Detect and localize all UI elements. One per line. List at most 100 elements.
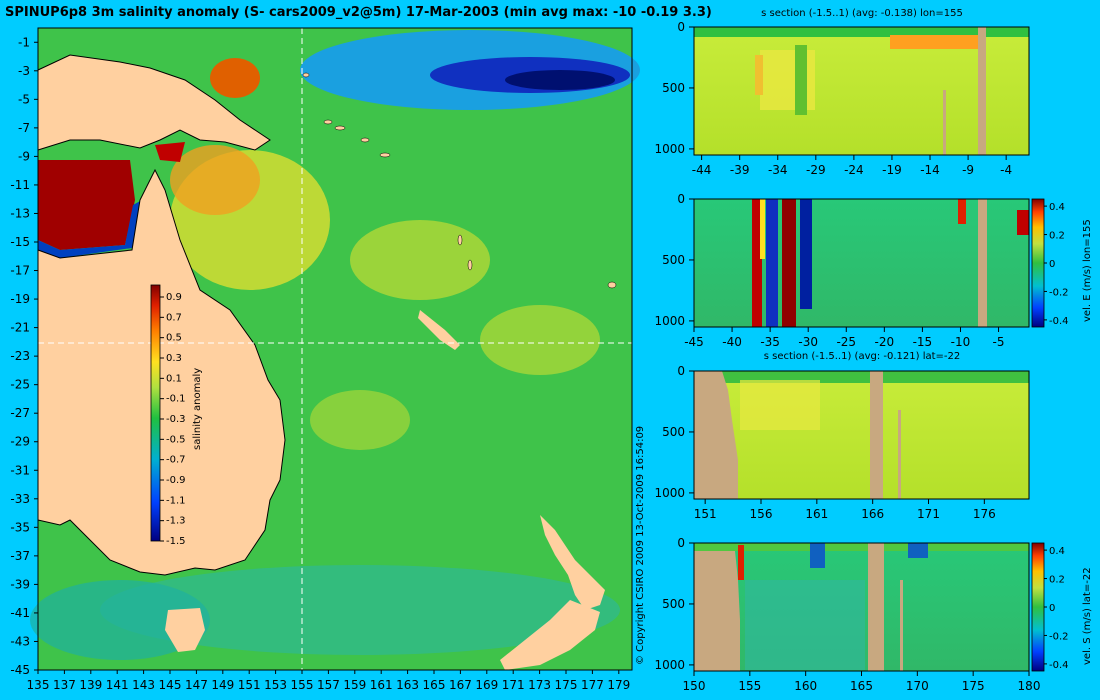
panel-x-tick-label: -44	[692, 163, 712, 177]
map-frame	[37, 27, 633, 671]
panel-y-tick-label: 500	[662, 425, 685, 439]
map-lat-tick-label: -9	[18, 149, 30, 163]
map-lon-tick-label: 135	[27, 678, 50, 692]
panel-1-y-ticks: 0 500 1000	[654, 20, 694, 156]
map-lat-tick-label: -25	[10, 378, 30, 392]
panel-y-tick-label: 0	[677, 364, 685, 378]
panel-3-frame	[693, 370, 1030, 500]
panel-x-tick-label: -9	[962, 163, 974, 177]
map-lon-tick-label: 155	[291, 678, 314, 692]
panel-2-y-ticks: 0 500 1000	[654, 192, 694, 328]
map-islands	[302, 72, 617, 289]
map-lon-tick-label: 163	[396, 678, 419, 692]
panel-4-red-jet	[738, 545, 744, 580]
map-lat-ticks: -1 -3 -5 -7 -9 -11 -13 -15 -17 -19 -21 -23 -25 -27 -29…	[10, 35, 38, 677]
map-lat-tick-label: -39	[10, 577, 30, 591]
map-land-new-guinea	[38, 55, 270, 150]
map-coastlines	[37, 54, 286, 576]
panel-4-y-ticks: 0 500 1000	[654, 536, 694, 672]
panel-2-field	[694, 199, 1029, 327]
map-colorbar-tick-label: 0.3	[166, 353, 182, 364]
map-colorbar-ticks: 0.9 0.7 0.5 0.3 0.1 -0.1 -0.3 -0.5 -0.7 -0.9 -1.1 -…	[160, 292, 186, 547]
panel-4-blue-patch-2	[908, 543, 928, 558]
map-lon-tick-label: 149	[211, 678, 234, 692]
map-colorbar-tick-label: 0.7	[166, 312, 182, 323]
panel-x-tick-label: -35	[760, 335, 780, 349]
panel-colorbar-tick-label: -0.4	[1049, 660, 1069, 671]
panel-x-tick-label: -10	[951, 335, 971, 349]
panel-x-tick-label: 165	[850, 679, 873, 693]
panel-4-surface-green	[694, 543, 1029, 551]
panel-x-tick-label: -40	[722, 335, 742, 349]
map-lat-tick-label: -15	[10, 235, 30, 249]
map-lat-tick-label: -5	[18, 92, 30, 106]
panel-x-tick-label: 150	[683, 679, 706, 693]
map-lat-tick-label: -29	[10, 435, 30, 449]
panel-2-red-jet-1	[752, 199, 762, 327]
map-lat-tick-label: -27	[10, 406, 30, 420]
panel-y-tick-label: 500	[662, 597, 685, 611]
map-colorbar-tick-label: -0.9	[166, 475, 186, 486]
panel-3-land-column	[870, 371, 883, 499]
panel-colorbar-tick-label: 0	[1049, 259, 1055, 270]
panel-x-tick-label: 160	[794, 679, 817, 693]
map-fresh-core-north-2	[505, 70, 615, 90]
panel-3-land-shelf	[694, 371, 738, 499]
panel-x-tick-label: 175	[962, 679, 985, 693]
panel-x-tick-label: -20	[875, 335, 895, 349]
panel-x-tick-label: 176	[973, 507, 996, 521]
map-sw-band	[30, 580, 210, 660]
panel-x-tick-label: -4	[1000, 163, 1012, 177]
map-east-yellow	[350, 220, 490, 300]
map-north-orange	[210, 58, 260, 98]
map-lat-tick-label: -7	[18, 121, 30, 135]
panel-colorbar-tick-label: -0.4	[1049, 316, 1069, 327]
panel-1-orange-patch	[890, 35, 980, 49]
map-lat-tick-label: -37	[10, 549, 30, 563]
map-tasman-cool	[100, 565, 620, 655]
map-lat-tick-label: -45	[10, 663, 30, 677]
panel-2-blue-jet-2	[800, 199, 812, 309]
panel-x-tick-label: -34	[768, 163, 788, 177]
map-lon-tick-label: 177	[581, 678, 604, 692]
map-lat-tick-label: -43	[10, 634, 30, 648]
map-lon-tick-label: 157	[317, 678, 340, 692]
panel-x-tick-label: -30	[798, 335, 818, 349]
panel-x-tick-label: 170	[906, 679, 929, 693]
map-lon-tick-label: 137	[53, 678, 76, 692]
map-torres-orange	[155, 142, 185, 162]
panel-y-tick-label: 0	[677, 20, 685, 34]
map-colorbar-tick-label: 0.1	[166, 373, 182, 384]
panel-x-tick-label: -39	[730, 163, 750, 177]
panel-x-tick-label: -29	[806, 163, 826, 177]
copyright-note: © Copyright CSIRO 2009 13-Oct-2009 16:54…	[635, 426, 646, 665]
panel-y-tick-label: 0	[677, 536, 685, 550]
panel-2-frame	[693, 198, 1030, 328]
map-lon-tick-label: 161	[370, 678, 393, 692]
panel-2-land-column	[978, 199, 987, 327]
panel-x-tick-label: -19	[882, 163, 902, 177]
panel-4-land-column	[868, 543, 884, 671]
panel-2-colorbar-ticks: 0.4 0.2 0 -0.2 -0.4	[1044, 202, 1069, 327]
map-lat-tick-label: -41	[10, 606, 30, 620]
map-lat-tick-label: -33	[10, 492, 30, 506]
panel-x-tick-label: 156	[750, 507, 773, 521]
panel-x-tick-label: -25	[836, 335, 856, 349]
panel-x-tick-label: -5	[993, 335, 1005, 349]
panel-2-colorbar	[1031, 198, 1045, 328]
map-colorbar-tick-label: -1.5	[166, 536, 186, 547]
map-colorbar-ramp	[150, 284, 161, 542]
panel-4-land-column-2	[900, 580, 903, 671]
panel-2-x-ticks: -45 -40 -35 -30 -25 -20 -15 -10 -5	[684, 327, 1005, 349]
map-colorbar-tick-label: -0.7	[166, 455, 186, 466]
panel-x-tick-label: 161	[805, 507, 828, 521]
map-gulf-edge-blue	[38, 200, 142, 258]
panel-salinity-lon155: s section (-1.5..1) (avg: -0.138) lon=15…	[654, 8, 1030, 177]
map-lon-tick-label: 175	[555, 678, 578, 692]
map-land-tasmania	[165, 608, 205, 652]
panel-2-red-right	[958, 199, 966, 224]
map-lat-tick-label: -11	[10, 178, 30, 192]
panel-1-x-ticks: -44 -39 -34 -29 -24 -19 -14 -9 -4	[692, 155, 1012, 177]
map-colorbar-label: salinity anomaly	[192, 368, 203, 450]
panel-3-x-ticks: 151 156 161 166 171 176	[694, 499, 996, 521]
